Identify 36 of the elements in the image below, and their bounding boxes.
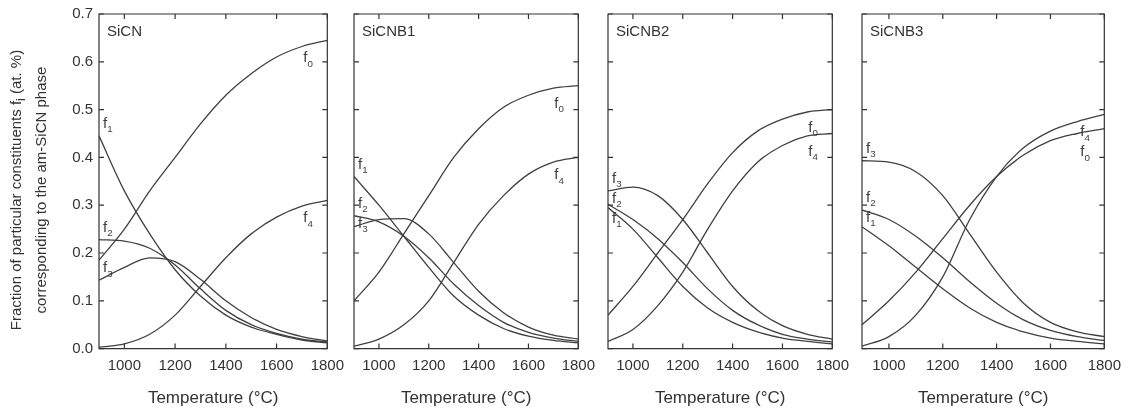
x-tick-label: 1200: [412, 355, 446, 373]
x-tick-label: 1600: [511, 355, 546, 373]
text: SiCNB3: [870, 22, 924, 39]
x-tick-label: 1400: [715, 355, 750, 373]
x-tick-label: 1400: [461, 355, 496, 373]
x-tick-label: 1800: [561, 355, 595, 373]
x-tick-label: 1800: [1087, 355, 1121, 373]
x-tick-label: 1600: [765, 355, 800, 373]
x-tick-label: 1200: [158, 355, 192, 373]
y-tick-label: 0.5: [72, 99, 93, 117]
x-axis-title: Temperature (°C): [400, 388, 532, 408]
x-tick-label: 1600: [259, 355, 294, 373]
x-axis-title: Temperature (°C): [147, 388, 279, 408]
text: SiCN: [107, 22, 143, 39]
y-tick-label: 0.6: [72, 51, 93, 69]
y-tick-label: 0.4: [72, 147, 93, 165]
x-tick-label: 1200: [666, 355, 700, 373]
text: SiCNB2: [616, 22, 670, 39]
x-tick-label: 1000: [616, 355, 650, 373]
x-tick-label: 1000: [107, 355, 142, 373]
text: SiCNB1: [362, 22, 416, 39]
y-tick-label: 0.7: [72, 4, 93, 22]
y-tick-label: 0.3: [72, 195, 93, 213]
x-tick-label: 1200: [926, 355, 960, 373]
y-tick-label: 0.1: [72, 290, 93, 308]
x-tick-label: 1800: [310, 355, 344, 373]
y-tick-label: 0.2: [72, 243, 93, 261]
x-tick-label: 1000: [872, 355, 906, 373]
x-tick-label: 1800: [815, 355, 849, 373]
x-axis-title: Temperature (°C): [917, 388, 1049, 408]
x-axis-title: Temperature (°C): [654, 388, 786, 408]
x-tick-label: 1400: [209, 355, 243, 373]
y-tick-label: 0.0: [72, 338, 93, 356]
x-tick-label: 1600: [1033, 355, 1068, 373]
x-tick-label: 1400: [979, 355, 1014, 373]
x-tick-label: 1000: [362, 355, 396, 373]
